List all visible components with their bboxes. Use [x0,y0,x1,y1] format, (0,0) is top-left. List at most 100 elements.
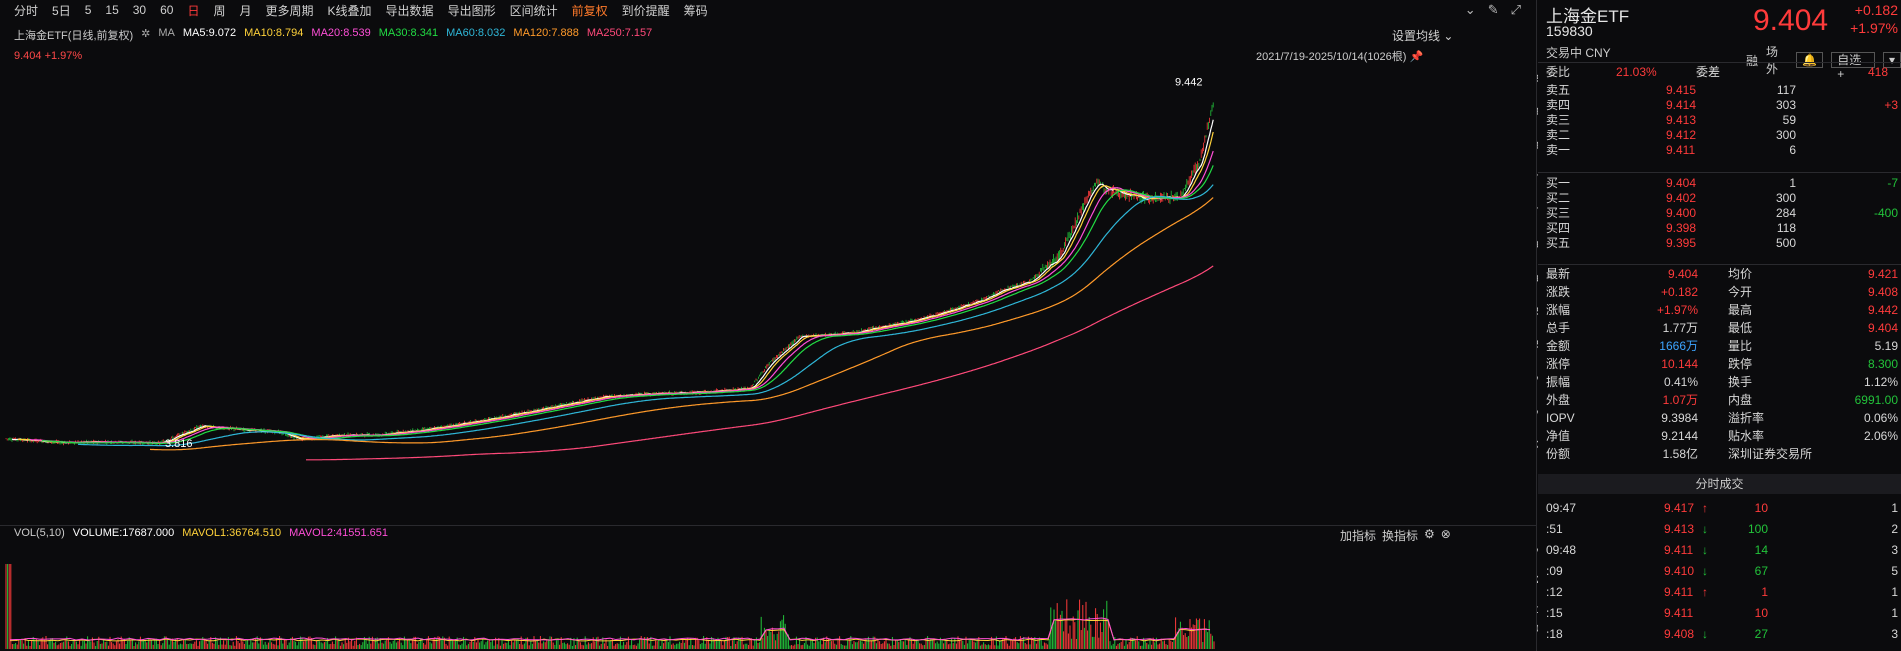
toolbar-item[interactable]: 30 [132,3,147,17]
trades-header: 分时成交 [1538,474,1901,494]
ma-line [306,265,1214,461]
favorite-button[interactable]: 自选 + [1831,52,1875,81]
trades-header-label: 分时成交 [1695,477,1744,491]
trading-status: 交易中 CNY [1546,46,1611,60]
ask-row[interactable]: 卖三 9.413 59 [1546,111,1898,129]
trade-count: 1 [1891,606,1898,620]
bid-volume: 1 [1789,176,1796,190]
date-range-text: 2021/7/19-2025/10/14(1026根) [1256,51,1407,63]
switch-indicator-button[interactable]: 换指标 [1382,529,1419,543]
ma-line [149,197,1214,451]
ask-row[interactable]: 卖五 9.415 117 [1546,81,1898,99]
ask-price: 9.414 [1666,98,1697,112]
toolbar-item[interactable]: 5 [84,3,92,17]
divider [0,525,1536,526]
toolbar-item[interactable]: 5日 [52,3,71,18]
bid-label: 买一 [1546,176,1571,190]
trade-volume: 10 [1754,606,1768,620]
toolbar-item[interactable]: 周 [213,3,226,18]
set-ma-button[interactable]: 设置均线 ⌄ [1392,29,1454,43]
ask-price: 9.411 [1666,143,1696,157]
stat-row: 净值 9.2144 贴水率 2.06% [1546,427,1898,445]
toolbar-item[interactable]: 导出数据 [385,3,434,18]
stat-value: 1.12% [1863,375,1898,389]
toolbar-item[interactable]: 到价提醒 [621,3,670,18]
ask-row[interactable]: 卖一 9.411 6 [1546,141,1898,159]
ask-price: 9.415 [1666,83,1697,97]
ma30-value: MA30:8.341 [378,27,439,39]
toolbar-item[interactable]: 导出图形 [447,3,496,18]
book-cell: 委差 [1696,65,1721,79]
trade-count: 1 [1891,501,1898,515]
divider [1538,264,1901,265]
toolbar-item[interactable]: 筹码 [683,3,708,18]
ask-label: 卖五 [1546,83,1571,97]
otc-button[interactable]: 场外 [1766,45,1779,76]
ask-volume: 117 [1776,83,1796,97]
trade-price: 9.408 [1664,627,1695,641]
trade-volume: 10 [1754,501,1768,515]
stat-label: 振幅 [1546,375,1571,389]
dropdown-icon[interactable]: ▾ [1882,52,1901,68]
ask-label: 卖一 [1546,143,1571,157]
stat-value: 9.442 [1867,303,1898,317]
trade-time: :18 [1546,627,1563,641]
trade-price: 9.410 [1664,564,1695,578]
toolbar-item[interactable]: K线叠加 [327,3,372,18]
stat-value: 1.77万 [1662,321,1698,335]
stat-row: 涨幅 +1.97% 最高 9.442 [1546,301,1898,319]
stat-row: 份额 1.58亿 深圳证券交易所 [1546,445,1898,463]
divider [1538,172,1901,173]
ask-row[interactable]: 卖二 9.412 300 [1546,126,1898,144]
stat-value: 9.421 [1867,267,1898,281]
stat-label: 深圳证券交易所 [1728,447,1813,461]
quote-panel: 上海金ETF 159830 交易中 CNY 9.404 +0.182 +1.97… [1538,0,1901,651]
trade-count: 3 [1891,543,1898,557]
stat-label: 最新 [1546,267,1571,281]
bid-row[interactable]: 买四 9.398 118 [1546,219,1898,237]
bid-label: 买五 [1546,236,1571,250]
gear-icon[interactable]: ✲ [141,28,151,40]
bell-icon[interactable]: 🔔 [1796,52,1824,68]
ask-price: 9.413 [1666,113,1697,127]
toolbar-item[interactable]: 15 [105,3,119,17]
settings-icon[interactable]: ⚙ [1424,527,1435,541]
toolbar-item[interactable]: 分时 [14,3,39,18]
bid-delta: -7 [1887,176,1898,190]
bid-price: 9.400 [1666,206,1697,220]
expand-icon[interactable]: ⤢ [1510,2,1521,17]
bid-price: 9.398 [1666,221,1697,235]
high-label: 9.442 [1175,76,1203,88]
bid-delta: -400 [1873,206,1898,220]
bid-price: 9.404 [1666,176,1697,190]
kline-chart[interactable]: 9.442 3.816 [0,0,1536,651]
ma20-value: MA20:8.539 [311,27,371,39]
price-change: +0.182 [1854,2,1898,18]
ma10-value: MA10:8.794 [244,27,304,39]
book-cell: 21.03% [1616,65,1657,79]
stock-name-label: 上海金ETF(日线,前复权) [14,30,134,42]
pin-icon[interactable]: 📌 [1409,51,1424,63]
collapse-icon[interactable]: ⌄ [1464,2,1476,17]
bid-row[interactable]: 买三 9.400 284 -400 [1546,204,1898,222]
stat-label: 金额 [1546,339,1571,353]
stat-value: +0.182 [1660,285,1698,299]
toolbar-item[interactable]: 区间统计 [509,3,558,18]
stat-label: 份额 [1546,447,1571,461]
trade-row: 09:48 9.411 ↓ 14 3 [1546,540,1898,560]
bid-row[interactable]: 买二 9.402 300 [1546,189,1898,207]
toolbar-item[interactable]: 更多周期 [265,3,314,18]
ask-row[interactable]: 卖四 9.414 303 +3 [1546,96,1898,114]
bid-row[interactable]: 买一 9.404 1 -7 [1546,174,1898,192]
toolbar-item[interactable]: 日 [187,3,200,18]
bid-row[interactable]: 买五 9.395 500 [1546,234,1898,252]
arrow-down-icon: ↓ [1702,522,1708,536]
close-icon[interactable]: ⊗ [1440,527,1451,541]
trade-count: 2 [1891,522,1898,536]
pen-icon[interactable]: ✎ [1487,2,1499,17]
toolbar-item[interactable]: 前复权 [571,3,608,18]
toolbar-item[interactable]: 60 [160,3,174,17]
add-indicator-button[interactable]: 加指标 [1340,529,1377,543]
ask-delta: +3 [1884,98,1898,112]
toolbar-item[interactable]: 月 [239,3,252,18]
